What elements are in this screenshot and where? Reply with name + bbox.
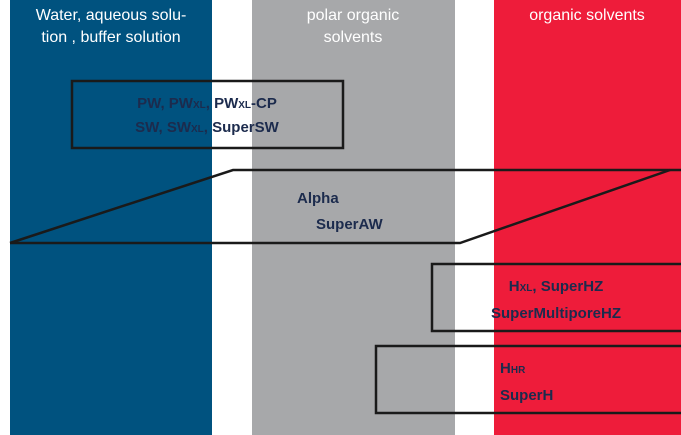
label-part: , SuperHZ xyxy=(532,278,603,295)
column-header: tion , buffer solution xyxy=(41,29,180,46)
column-header: solvents xyxy=(324,29,383,46)
label-part: , SuperSW xyxy=(204,119,280,136)
label-part: PW, PW xyxy=(137,95,194,112)
column-type: SW, SWXL, SuperSW xyxy=(135,119,279,136)
column-type: HHR xyxy=(500,360,526,377)
column-type: SuperAW xyxy=(316,216,384,233)
label-part: XL xyxy=(520,283,533,294)
column-type: HXL, SuperHZ xyxy=(509,278,603,295)
box-superh xyxy=(374,344,681,415)
box-h xyxy=(430,262,681,333)
column-header: Water, aqueous solu- xyxy=(36,7,187,24)
organic-column xyxy=(494,0,681,435)
label-part: -CP xyxy=(251,95,277,112)
label-part: SW, SW xyxy=(135,119,192,136)
label-part: H xyxy=(509,278,520,295)
label-part: SuperMultiporeHZ xyxy=(491,305,621,322)
column-type: SuperMultiporeHZ xyxy=(491,305,621,322)
label-part: XL xyxy=(238,100,251,111)
column-type: SuperH xyxy=(500,387,553,404)
column-header: organic solvents xyxy=(529,7,645,24)
column-type: PW, PWXL, PWXL-CP xyxy=(137,95,277,112)
column-type: Alpha xyxy=(297,190,339,207)
label-part: HR xyxy=(511,365,526,376)
label-part: SuperH xyxy=(500,387,553,404)
box-pw-sw xyxy=(70,79,345,150)
column-header: polar organic xyxy=(307,7,400,24)
label-part: Alpha xyxy=(297,190,339,207)
label-part: XL xyxy=(191,124,204,135)
label-part: H xyxy=(500,360,511,377)
label-part: XL xyxy=(193,100,206,111)
range-top xyxy=(9,168,681,245)
polar-column xyxy=(252,0,455,435)
range-bottom xyxy=(10,168,671,245)
label-part: SuperAW xyxy=(316,216,384,233)
label-part: , PW xyxy=(206,95,239,112)
aqueous-column xyxy=(10,0,212,435)
